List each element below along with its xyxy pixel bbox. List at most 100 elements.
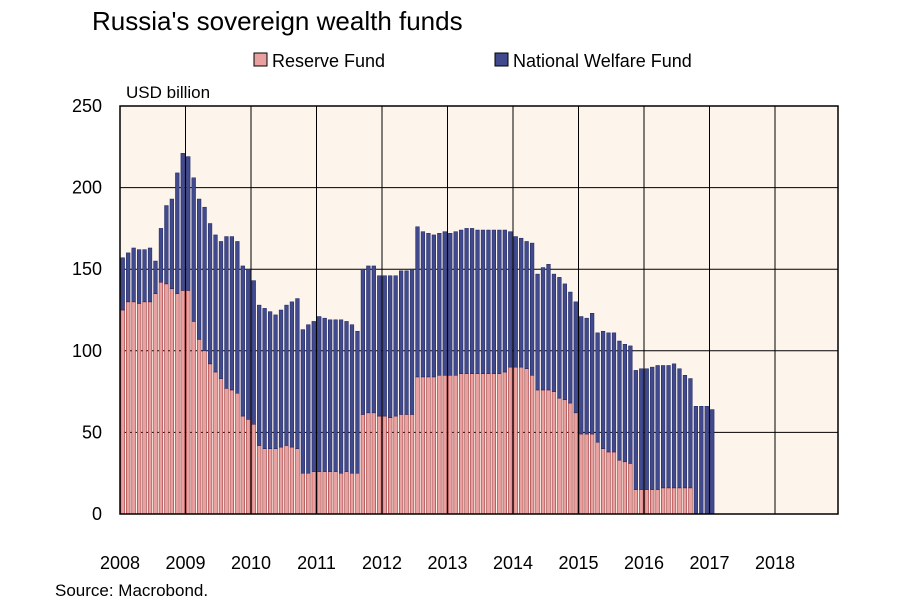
bar-national-welfare-fund (377, 275, 382, 417)
bar-national-welfare-fund (469, 228, 475, 374)
bar-national-welfare-fund (573, 301, 578, 414)
x-tick-label: 2009 (165, 553, 205, 573)
chart-title: Russia's sovereign wealth funds (92, 6, 463, 36)
bar-reserve-fund (360, 414, 366, 515)
bar-national-welfare-fund (300, 329, 305, 474)
bar-reserve-fund (289, 446, 295, 515)
plot-frame (119, 105, 839, 515)
bar-national-welfare-fund (611, 332, 617, 453)
x-tick-label: 2011 (297, 553, 336, 573)
bar-national-welfare-fund (246, 268, 251, 420)
bar-reserve-fund (207, 363, 213, 515)
bar-national-welfare-fund (617, 340, 622, 461)
bar-national-welfare-fund (147, 247, 153, 303)
bar-reserve-fund (426, 376, 431, 515)
bar-reserve-fund (660, 487, 666, 515)
bar-national-welfare-fund (207, 223, 213, 365)
bar-national-welfare-fund (491, 229, 497, 374)
y-tick-label: 250 (72, 96, 102, 116)
bar-national-welfare-fund (600, 330, 606, 449)
bar-national-welfare-fund (480, 229, 486, 374)
x-tick-label: 2016 (624, 553, 664, 573)
bar-national-welfare-fund (322, 317, 327, 472)
y-tick-label: 200 (72, 178, 102, 198)
bar-reserve-fund (169, 288, 174, 515)
bar-reserve-fund (126, 301, 131, 515)
bar-national-welfare-fund (393, 275, 398, 417)
x-tick-label: 2015 (558, 553, 598, 573)
bar-reserve-fund (300, 472, 305, 515)
bar-reserve-fund (136, 303, 142, 515)
bar-reserve-fund (393, 415, 398, 515)
bar-reserve-fund (218, 378, 224, 515)
bar-reserve-fund (508, 366, 513, 515)
bar-national-welfare-fund (660, 365, 666, 489)
bar-reserve-fund (186, 290, 191, 515)
bar-reserve-fund (273, 448, 278, 515)
bar-reserve-fund (611, 451, 617, 515)
x-tick-label: 2014 (493, 553, 533, 573)
bar-national-welfare-fund (131, 247, 136, 303)
bar-reserve-fund (382, 415, 387, 515)
bar-reserve-fund (267, 448, 273, 515)
bar-national-welfare-fund (338, 319, 344, 474)
bar-reserve-fund (120, 309, 125, 515)
bar-reserve-fund (371, 412, 376, 515)
bar-reserve-fund (333, 471, 338, 515)
bar-national-welfare-fund (404, 270, 409, 415)
bar-national-welfare-fund (164, 205, 169, 285)
source-note: Source: Macrobond. (55, 581, 208, 600)
bar-reserve-fund (344, 471, 349, 515)
bar-reserve-fund (404, 414, 409, 515)
x-axis-ticks: 2008 2009 2010 2011 2012 2013 2014 2015 2016 2017… (100, 553, 795, 573)
bar-national-welfare-fund (278, 309, 284, 448)
bar-national-welfare-fund (311, 321, 316, 472)
bar-national-welfare-fund (448, 233, 453, 376)
bar-reserve-fund (153, 293, 158, 515)
bar-national-welfare-fund (551, 273, 557, 392)
bar-reserve-fund (131, 301, 136, 515)
bar-national-welfare-fund (595, 332, 600, 443)
bar-reserve-fund (650, 489, 655, 515)
y-tick-label: 50 (82, 422, 102, 442)
bars (120, 153, 715, 515)
bar-reserve-fund (235, 392, 240, 515)
bar-national-welfare-fund (682, 375, 688, 489)
bar-reserve-fund (197, 339, 202, 515)
bar-reserve-fund (568, 402, 573, 515)
bar-national-welfare-fund (136, 249, 142, 304)
bar-reserve-fund (677, 487, 682, 515)
bar-reserve-fund (562, 399, 567, 515)
bar-reserve-fund (278, 446, 284, 515)
bar-national-welfare-fund (546, 264, 551, 391)
bar-reserve-fund (448, 375, 453, 515)
bar-national-welfare-fund (388, 275, 393, 418)
bar-reserve-fund (322, 471, 327, 515)
bar-reserve-fund (420, 376, 426, 515)
bar-reserve-fund (147, 301, 153, 515)
bar-national-welfare-fund (224, 236, 229, 389)
bar-reserve-fund (546, 389, 551, 515)
bar-reserve-fund (590, 433, 595, 515)
bar-national-welfare-fund (666, 365, 671, 489)
x-tick-label: 2013 (427, 553, 467, 573)
bar-national-welfare-fund (453, 231, 458, 376)
bar-reserve-fund (284, 445, 289, 515)
legend-label-national-welfare-fund: National Welfare Fund (513, 51, 692, 71)
bar-national-welfare-fund (508, 231, 513, 368)
bar-national-welfare-fund (186, 156, 191, 291)
bar-national-welfare-fund (142, 249, 147, 303)
legend-swatch-reserve-fund (253, 52, 268, 67)
bar-reserve-fund (338, 472, 344, 515)
bar-national-welfare-fund (693, 406, 698, 515)
bar-reserve-fund (158, 282, 164, 515)
bar-reserve-fund (540, 389, 546, 515)
bar-reserve-fund (524, 368, 529, 515)
bar-national-welfare-fund (459, 229, 464, 374)
bar-national-welfare-fund (442, 231, 447, 376)
bar-reserve-fund (459, 373, 464, 515)
bar-national-welfare-fund (235, 241, 240, 394)
bar-reserve-fund (486, 373, 491, 515)
bar-national-welfare-fund (529, 242, 535, 376)
